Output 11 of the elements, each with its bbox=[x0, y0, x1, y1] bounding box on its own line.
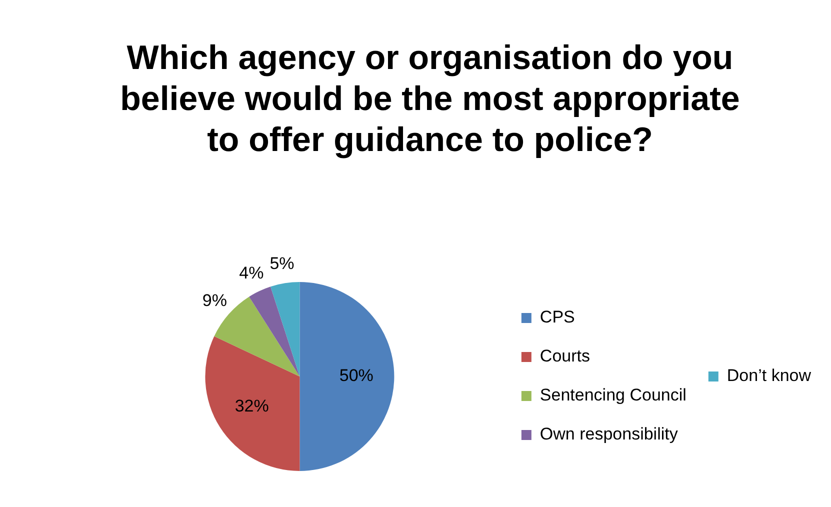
data-label: 5% bbox=[270, 254, 294, 274]
data-label: 32% bbox=[234, 396, 269, 416]
legend-label: Sentencing Council bbox=[540, 386, 686, 405]
chart-title: Which agency or organisation do you believe would be the most appropriate to offer guidance to police? bbox=[120, 38, 740, 160]
legend-label: Don’t know bbox=[726, 366, 812, 386]
data-label: 4% bbox=[239, 264, 264, 283]
legend-label: Own responsibility bbox=[540, 424, 678, 444]
legend-label: Courts bbox=[540, 346, 590, 366]
data-label: 9% bbox=[202, 291, 227, 310]
legend-label: CPS bbox=[540, 308, 575, 327]
data-label: 50% bbox=[339, 366, 374, 386]
